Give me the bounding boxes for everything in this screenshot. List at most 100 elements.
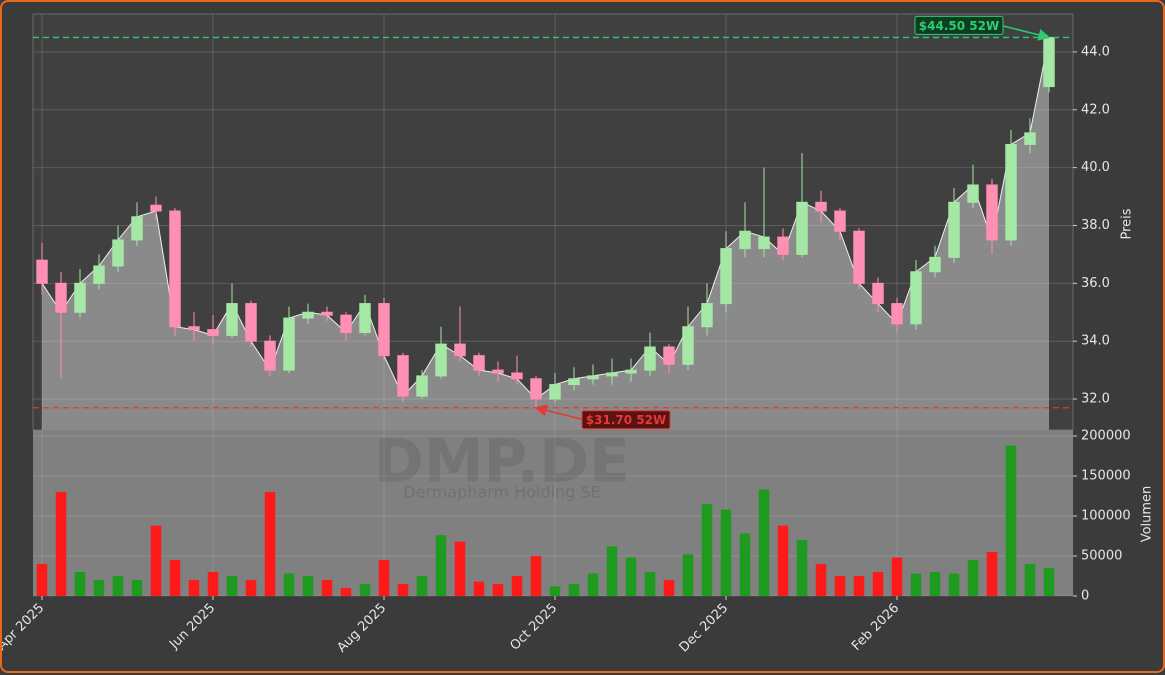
volume-bar bbox=[397, 584, 409, 596]
candle-body bbox=[435, 343, 447, 377]
volume-bar bbox=[93, 580, 105, 596]
volume-bar bbox=[340, 588, 352, 596]
candle-body bbox=[568, 378, 580, 386]
x-tick-label: Dec 2025 bbox=[677, 601, 732, 656]
candle-body bbox=[264, 340, 276, 371]
candle-body bbox=[112, 239, 124, 267]
candle-body bbox=[549, 384, 561, 400]
volume-bar bbox=[587, 573, 599, 596]
volume-bar bbox=[948, 573, 960, 596]
candle-body bbox=[625, 369, 637, 374]
volume-bar bbox=[625, 557, 637, 596]
candle-body bbox=[1005, 143, 1017, 241]
x-tick-label: Aug 2025 bbox=[334, 601, 389, 656]
candle-body bbox=[682, 326, 694, 365]
volume-bar bbox=[701, 504, 713, 596]
candle-body bbox=[207, 329, 219, 336]
candle-body bbox=[663, 346, 675, 365]
y-tick-label: 32.0 bbox=[1081, 392, 1110, 407]
candle-body bbox=[321, 311, 333, 316]
candle-body bbox=[891, 303, 903, 325]
candle-body bbox=[359, 303, 371, 334]
candle-body bbox=[967, 184, 979, 203]
volume-bar bbox=[891, 557, 903, 596]
annotation-label: $44.50 52W bbox=[919, 19, 999, 33]
candle-body bbox=[397, 355, 409, 397]
volume-bar bbox=[986, 552, 998, 596]
volume-bar bbox=[1024, 564, 1036, 596]
volume-bar bbox=[720, 509, 732, 596]
candle-body bbox=[36, 259, 48, 284]
candle-body bbox=[739, 230, 751, 250]
volume-bar bbox=[359, 584, 371, 596]
volume-bar bbox=[1005, 445, 1017, 596]
volume-bar bbox=[378, 560, 390, 596]
candle-body bbox=[644, 346, 656, 371]
candle-body bbox=[587, 375, 599, 380]
watermark-subtitle: Dermapharm Holding SE bbox=[403, 483, 600, 502]
annotation-box bbox=[914, 15, 1004, 35]
volume-bar bbox=[777, 525, 789, 596]
volume-bar bbox=[74, 572, 86, 596]
volume-axis-label: Volumen bbox=[1140, 486, 1155, 543]
y-tick-label: 44.0 bbox=[1081, 44, 1110, 59]
candle-body bbox=[226, 303, 238, 336]
annotation-box bbox=[581, 410, 671, 430]
volume-bar bbox=[112, 576, 124, 596]
y-axis-label: Preis bbox=[1120, 208, 1135, 239]
volume-bar bbox=[207, 572, 219, 596]
volume-bar bbox=[264, 492, 276, 596]
annotation-label: $31.70 52W bbox=[586, 413, 666, 427]
candle-body bbox=[492, 369, 504, 374]
volume-bar bbox=[682, 554, 694, 596]
candle-body bbox=[758, 236, 770, 250]
candle-body bbox=[74, 282, 86, 313]
volume-tick-label: 100000 bbox=[1081, 509, 1131, 524]
x-tick-label: Jun 2025 bbox=[166, 601, 218, 653]
candle-body bbox=[93, 265, 105, 284]
volume-bar bbox=[929, 572, 941, 596]
volume-tick-label: 0 bbox=[1081, 589, 1089, 604]
candle-body bbox=[55, 282, 67, 313]
volume-bar bbox=[150, 525, 162, 596]
candle-body bbox=[796, 201, 808, 255]
candle-body bbox=[948, 201, 960, 258]
volume-bar bbox=[511, 576, 523, 596]
volume-bar bbox=[530, 556, 542, 596]
volume-bar bbox=[644, 572, 656, 596]
volume-bar bbox=[55, 492, 67, 596]
y-tick-label: 42.0 bbox=[1081, 102, 1110, 117]
candle-body bbox=[131, 216, 143, 241]
volume-bar bbox=[321, 580, 333, 596]
candle-body bbox=[511, 372, 523, 380]
volume-bar bbox=[549, 586, 561, 596]
volume-bar bbox=[169, 560, 181, 596]
candle-body bbox=[606, 372, 618, 377]
y-tick-label: 40.0 bbox=[1081, 160, 1110, 175]
volume-bar bbox=[302, 576, 314, 596]
volume-bar bbox=[606, 546, 618, 596]
candle-body bbox=[169, 210, 181, 328]
volume-bar bbox=[910, 573, 922, 596]
candle-body bbox=[872, 282, 884, 305]
annotation-arrow bbox=[1000, 24, 1051, 41]
volume-bar bbox=[739, 533, 751, 596]
candle-body bbox=[777, 236, 789, 255]
candle-body bbox=[302, 311, 314, 319]
volume-bar bbox=[853, 576, 865, 596]
volume-bar bbox=[872, 572, 884, 596]
plot-layer bbox=[33, 14, 1077, 600]
volume-bar bbox=[663, 580, 675, 596]
candle-body bbox=[815, 201, 827, 212]
x-tick-label: Oct 2025 bbox=[507, 601, 560, 654]
volume-bar bbox=[758, 489, 770, 596]
volume-bar bbox=[245, 580, 257, 596]
candle-body bbox=[245, 303, 257, 342]
x-tick-label: Apr 2025 bbox=[2, 601, 47, 654]
candle-body bbox=[340, 314, 352, 334]
candle-body bbox=[378, 303, 390, 357]
volume-bar bbox=[36, 564, 48, 596]
volume-bar bbox=[796, 540, 808, 596]
